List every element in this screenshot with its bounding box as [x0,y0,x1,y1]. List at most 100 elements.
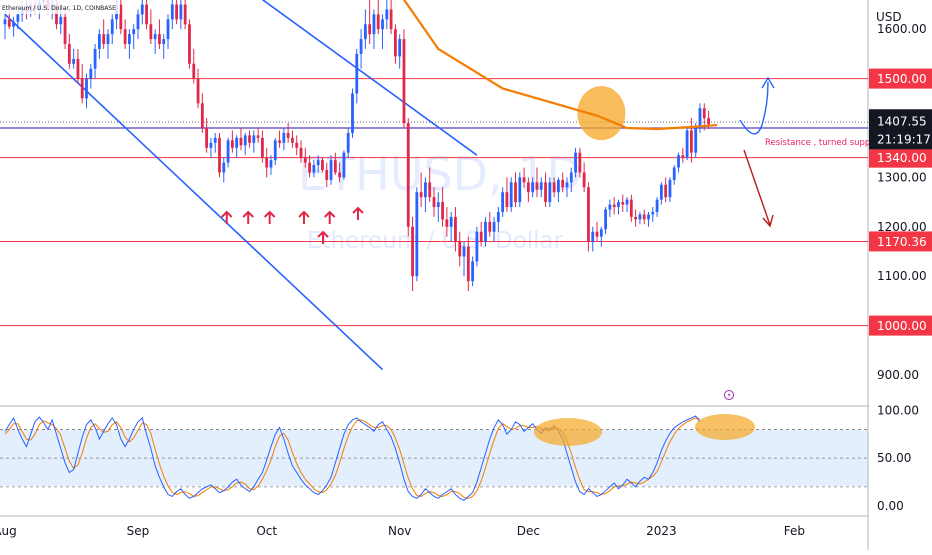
candle-body [85,78,88,99]
candle-body [612,204,616,208]
time-tick: Feb [784,524,805,538]
support-arrow [324,210,336,224]
candle-body [479,231,483,242]
candle-body [668,179,672,198]
current-price-tag: 1407.55 21:19:17 [869,109,932,150]
candlestick-series [3,0,710,292]
candle-body [140,4,144,15]
candle-body [690,130,693,153]
candle-body [303,157,307,163]
candle-body [659,184,663,200]
candle-body [514,182,517,203]
trend-line [4,13,384,371]
candle-body [574,152,577,173]
candle-body [359,39,363,54]
candle-body [702,108,706,119]
time-tick: Sep [127,524,150,538]
candle-body [235,137,239,148]
candle-body [312,165,316,173]
candle-body [239,137,243,146]
candle-body [196,78,200,104]
time-tick: 2023 [646,524,677,538]
candle-body [80,78,84,99]
currency-label: USD [876,10,902,24]
candle-body [526,182,530,193]
support-arrow [317,230,329,244]
ema-curve [403,0,718,131]
stochastic-series [4,414,755,501]
candle-body [393,29,397,57]
price-tick: 1600.00 [877,22,927,36]
candle-body [119,4,123,30]
countdown-label: 21:19:17 [877,132,931,146]
candle-body [694,128,698,153]
candle-body [372,14,376,35]
candle-body [97,34,101,49]
candle-body [599,229,603,237]
candle-body [595,231,599,237]
candle-body [351,93,354,133]
price-tick: 1200.00 [877,220,927,234]
candle-body [346,132,350,153]
price-axis[interactable] [869,0,932,550]
price-tag [869,231,932,252]
header-backdrop [0,0,120,14]
price-axis-ticks: 1600.00 1300.00 1200.00 1100.00 900.00 [877,22,927,382]
candle-body [454,216,457,242]
candle-body [333,160,337,173]
candle-body [192,63,196,79]
candle-body [218,137,221,173]
price-tag-label: 1000.00 [877,319,927,333]
watermark-symbol: ETHUSD, 1D [298,147,582,201]
candle-body [432,197,436,208]
candle-body [226,140,230,163]
candle-body [183,4,187,25]
candle-body [664,184,668,198]
candle-body [385,9,389,20]
candle-body [376,14,380,30]
candle-body [76,58,80,79]
candle-body [522,177,526,183]
candle-body [582,172,586,188]
candle-body [518,177,522,203]
candle-body [642,214,646,220]
candle-body [102,34,106,45]
candle-body [569,172,573,183]
candle-body [153,34,157,40]
candle-body [587,187,590,242]
projection-up [739,81,769,135]
candle-body [535,182,539,190]
candle-body [505,192,509,208]
support-arrow [263,210,276,224]
candle-body [230,140,234,148]
candle-body [565,182,569,188]
candle-body [621,202,625,205]
price-tag-label: 1170.36 [877,235,927,249]
candle-body [316,160,320,166]
candle-body [466,246,470,282]
stochastic-k-line [4,415,701,501]
candle-body [106,34,110,45]
candle-body [158,34,161,45]
candle-body [436,202,440,208]
time-tick: Dec [517,524,540,538]
symbol-header: Ethereum / U.S. Dollar, 1D, COINBASE [2,5,116,12]
candle-body [175,4,178,20]
candle-body [415,192,419,277]
candle-body [149,24,153,40]
candle-body [458,241,462,257]
candle-body [557,179,560,193]
annotation-text: Resistance , turned support [765,138,883,148]
event-flash-icon[interactable] [724,390,734,400]
candle-body [3,19,7,25]
candle-body [363,24,367,40]
candle-body [591,231,595,242]
stochastic-tick: 100.00 [877,403,919,417]
candle-body [471,261,475,282]
candle-body [638,214,642,220]
time-tick: Nov [388,524,411,538]
candle-body [205,128,209,148]
support-arrow [221,210,233,224]
candle-body [338,172,342,178]
